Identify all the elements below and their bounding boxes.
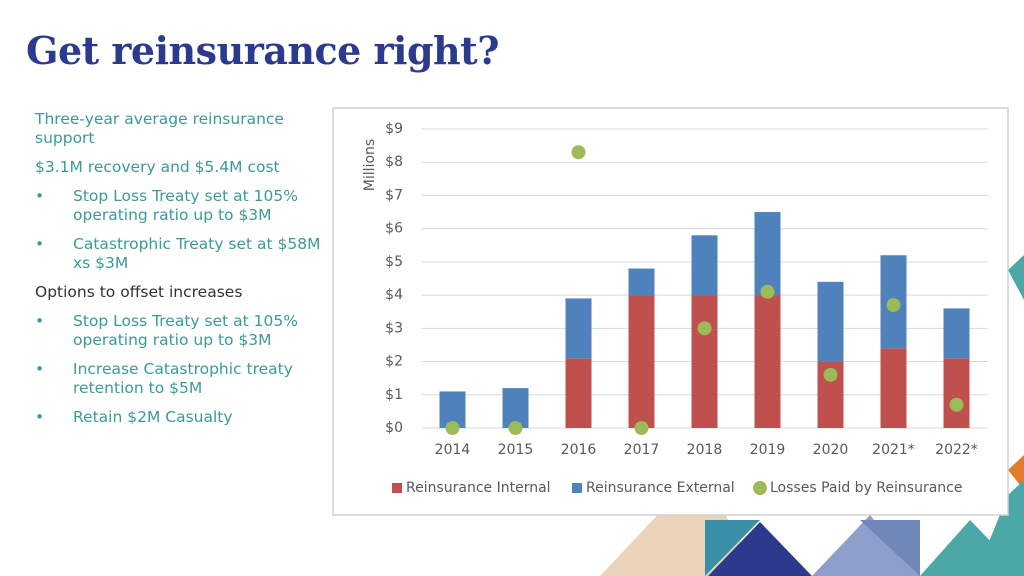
y-tick-label: $1	[385, 387, 403, 403]
bar-segment	[565, 298, 592, 359]
y-tick-label: $8	[385, 154, 403, 170]
scatter-point	[886, 298, 901, 313]
bar-segment	[754, 212, 781, 296]
bar-segment	[754, 295, 781, 428]
bullet-list: Stop Loss Treaty set at 105% operating r…	[35, 312, 335, 427]
x-tick-label: 2015	[498, 442, 534, 458]
legend-label: Reinsurance Internal	[406, 480, 551, 496]
scatter-point	[760, 284, 775, 299]
bar-segment	[565, 358, 592, 428]
bar-segment	[943, 358, 970, 428]
deco-triangle	[975, 480, 1024, 576]
section-heading: Options to offset increases	[35, 283, 243, 301]
x-tick-label: 2014	[435, 442, 471, 458]
deco-triangle	[705, 520, 760, 576]
scatter-point	[697, 321, 712, 336]
bullet: Retain $2M Casualty	[35, 408, 335, 427]
x-tick-label: 2018	[687, 442, 723, 458]
deco-triangle	[1008, 255, 1024, 300]
bar-segment	[628, 268, 655, 296]
x-tick-label: 2021*	[872, 442, 915, 458]
deco-triangle	[708, 522, 812, 576]
y-tick-label: $6	[385, 221, 403, 237]
section: Options to offset increases Stop Loss Tr…	[35, 283, 335, 427]
scatter-point	[823, 367, 838, 382]
x-tick-label: 2016	[561, 442, 597, 458]
y-tick-label: $3	[385, 320, 403, 336]
bullet: Stop Loss Treaty set at 105% operating r…	[35, 312, 335, 350]
bullet: Stop Loss Treaty set at 105% operating r…	[35, 187, 335, 225]
bar-segment	[628, 295, 655, 428]
y-tick-label: $7	[385, 187, 403, 203]
text-panel: Three-year average reinsurance support $…	[35, 110, 335, 437]
scatter-point	[634, 421, 649, 435]
deco-triangle	[1008, 455, 1024, 490]
section-heading: Three-year average reinsurance support	[35, 110, 284, 147]
bullet: Increase Catastrophic treaty retention t…	[35, 360, 335, 398]
legend-label: Losses Paid by Reinsurance	[770, 480, 962, 496]
scatter-point	[571, 145, 586, 160]
y-axis-label: Millions	[362, 139, 378, 191]
y-tick-label: $0	[385, 420, 403, 436]
bar-segment	[943, 308, 970, 359]
y-tick-label: $4	[385, 287, 403, 303]
legend-marker	[753, 481, 767, 495]
deco-triangle	[812, 515, 920, 576]
x-tick-label: 2019	[750, 442, 786, 458]
scatter-point	[949, 397, 964, 412]
scatter-point	[508, 421, 523, 435]
section-subheading: $3.1M recovery and $5.4M cost	[35, 158, 280, 176]
y-tick-label: $9	[385, 121, 403, 137]
section: Three-year average reinsurance support $…	[35, 110, 335, 273]
x-tick-label: 2020	[813, 442, 849, 458]
bar-segment	[691, 295, 718, 428]
legend-label: Reinsurance External	[586, 480, 735, 496]
y-tick-label: $2	[385, 354, 403, 370]
bar-segment	[817, 281, 844, 362]
bullet: Catastrophic Treaty set at $58M xs $3M	[35, 235, 335, 273]
y-tick-label: $5	[385, 254, 403, 270]
bar-segment	[880, 348, 907, 428]
deco-triangle	[860, 520, 920, 576]
legend-marker	[572, 483, 582, 493]
scatter-point	[445, 421, 460, 435]
slide-title: Get reinsurance right?	[26, 28, 499, 73]
x-tick-label: 2017	[624, 442, 660, 458]
bar-segment	[691, 235, 718, 296]
legend-marker	[392, 483, 402, 493]
bullet-list: Stop Loss Treaty set at 105% operating r…	[35, 187, 335, 273]
x-tick-label: 2022*	[935, 442, 978, 458]
